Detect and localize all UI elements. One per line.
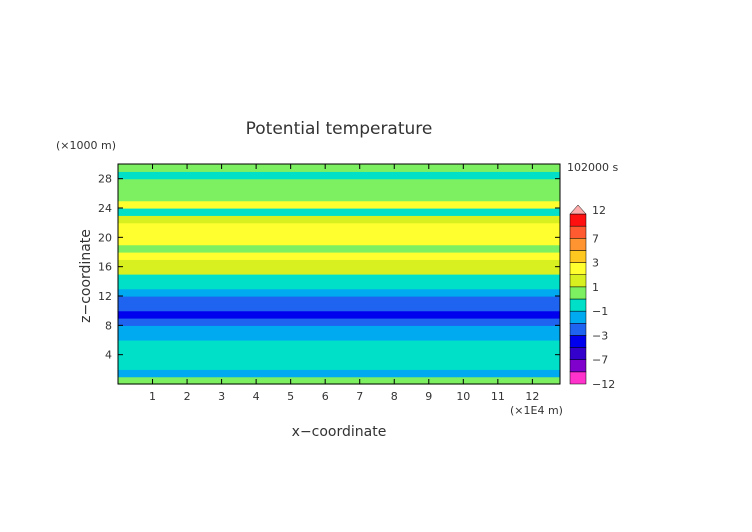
heatmap-band-28 bbox=[118, 171, 560, 180]
colorbar-label: −1 bbox=[592, 305, 608, 318]
colorbar-arrow bbox=[569, 204, 587, 215]
heatmap-band-11 bbox=[118, 296, 560, 304]
colorbar-box bbox=[569, 359, 587, 373]
colorbar-box bbox=[569, 347, 587, 360]
heatmap-band-19 bbox=[118, 237, 560, 246]
heatmap-band-0 bbox=[118, 376, 560, 385]
heatmap-band-25 bbox=[118, 193, 560, 202]
x-tick-label: 1 bbox=[149, 390, 156, 403]
x-tick-label: 9 bbox=[425, 390, 432, 403]
x-axis-label: x−coordinate bbox=[292, 424, 387, 440]
x-tick-label: 5 bbox=[287, 390, 294, 403]
colorbar-box bbox=[569, 323, 587, 336]
colorbar-label: 12 bbox=[592, 204, 606, 217]
heatmap-band-16 bbox=[118, 259, 560, 268]
time-label: 102000 s bbox=[567, 161, 618, 174]
x-tick-label: 6 bbox=[322, 390, 329, 403]
x-tick-label: 2 bbox=[184, 390, 191, 403]
heatmap-band-1 bbox=[118, 369, 560, 378]
y-tick-label: 16 bbox=[98, 261, 112, 274]
heatmap-band-29 bbox=[118, 164, 560, 172]
heatmap-band-17 bbox=[118, 252, 560, 260]
heatmap-band-12 bbox=[118, 288, 560, 297]
x-tick-label: 8 bbox=[391, 390, 398, 403]
colorbar-box bbox=[569, 238, 587, 251]
heatmap-band-3 bbox=[118, 354, 560, 363]
y-tick-label: 12 bbox=[98, 290, 112, 303]
colorbar-box bbox=[569, 310, 587, 324]
x-axis: 1 2 3 4 5 6 7 8 9 10 11 12 bbox=[149, 164, 539, 403]
x-tick-label: 11 bbox=[491, 390, 505, 403]
colorbar-box bbox=[569, 335, 587, 348]
heatmap-band-9 bbox=[118, 310, 560, 319]
colorbar-label: 1 bbox=[592, 281, 599, 294]
colorbar: 12 7 3 1 −1 −3 −7 −12 bbox=[569, 204, 615, 391]
x-unit-label: (×1E4 m) bbox=[510, 404, 563, 417]
chart-title: Potential temperature bbox=[246, 119, 433, 139]
y-axis: 4 8 12 16 20 24 28 bbox=[98, 173, 560, 362]
heatmap-band-4 bbox=[118, 347, 560, 356]
colorbar-label: −7 bbox=[592, 354, 608, 367]
x-tick-label: 4 bbox=[253, 390, 260, 403]
colorbar-label: −12 bbox=[592, 378, 615, 391]
heatmap-band-10 bbox=[118, 303, 560, 312]
colorbar-box bbox=[569, 274, 587, 288]
heatmap-band-15 bbox=[118, 266, 560, 275]
heatmap-band-27 bbox=[118, 178, 560, 187]
y-tick-label: 24 bbox=[98, 202, 112, 215]
colorbar-box bbox=[569, 371, 587, 385]
heatmap-band-6 bbox=[118, 332, 560, 341]
plot-frame bbox=[117, 163, 561, 385]
heatmap-band-18 bbox=[118, 244, 560, 253]
heatmap-band-14 bbox=[118, 274, 560, 282]
colorbar-box bbox=[569, 262, 587, 275]
heatmap-band-23 bbox=[118, 208, 560, 216]
y-tick-label: 4 bbox=[105, 349, 112, 362]
colorbar-label: 7 bbox=[592, 232, 599, 245]
colorbar-label: 3 bbox=[592, 257, 599, 270]
x-tick-label: 12 bbox=[525, 390, 539, 403]
colorbar-box bbox=[569, 286, 587, 300]
heatmap-band-8 bbox=[118, 318, 560, 326]
heatmap-band-24 bbox=[118, 200, 560, 209]
x-tick-label: 3 bbox=[218, 390, 225, 403]
heatmap-band-20 bbox=[118, 230, 560, 238]
heatmap-band-26 bbox=[118, 186, 560, 194]
heatmap-band-13 bbox=[118, 281, 560, 290]
y-axis-label: z−coordinate bbox=[78, 229, 94, 323]
colorbar-box bbox=[569, 225, 587, 239]
colorbar-box bbox=[569, 250, 587, 263]
y-tick-label: 8 bbox=[105, 319, 112, 332]
colorbar-box bbox=[569, 298, 587, 312]
heatmap-band-21 bbox=[118, 222, 560, 231]
heatmap-band-5 bbox=[118, 340, 560, 348]
y-tick-label: 20 bbox=[98, 231, 112, 244]
heatmap-band-7 bbox=[118, 325, 560, 334]
x-tick-label: 7 bbox=[356, 390, 363, 403]
x-tick-label: 10 bbox=[456, 390, 470, 403]
heatmap-band-2 bbox=[118, 362, 560, 370]
heatmap-field bbox=[118, 164, 560, 385]
y-tick-label: 28 bbox=[98, 173, 112, 186]
y-unit-label: (×1000 m) bbox=[56, 139, 116, 152]
colorbar-box bbox=[569, 213, 587, 227]
heatmap-band-22 bbox=[118, 215, 560, 224]
colorbar-label: −3 bbox=[592, 329, 608, 342]
